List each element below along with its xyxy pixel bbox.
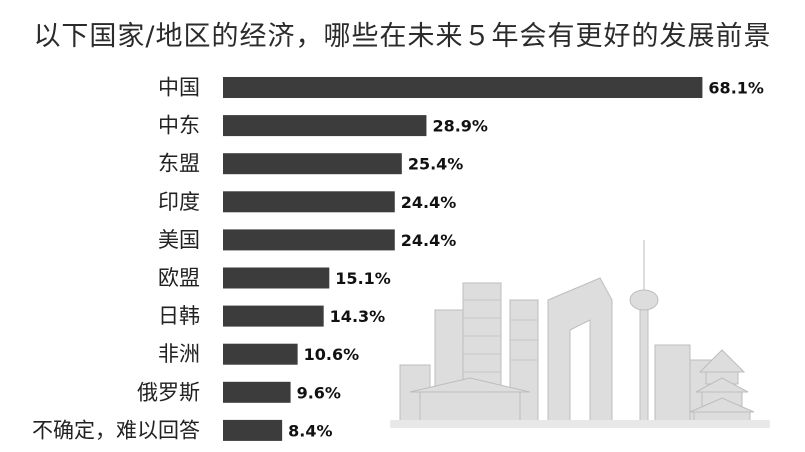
bar	[223, 305, 324, 327]
category-label: 中国	[158, 76, 200, 100]
value-label: 24.4%	[401, 193, 457, 212]
value-label: 15.1%	[335, 269, 391, 288]
bar	[223, 115, 427, 137]
bar	[223, 191, 395, 213]
bar	[223, 419, 283, 441]
value-label: 25.4%	[408, 155, 464, 174]
chart-title: 以下国家/地区的经济，哪些在未来５年会有更好的发展前景	[33, 21, 772, 52]
category-label: 中东	[158, 114, 200, 138]
bar	[223, 267, 330, 289]
value-label: 24.4%	[401, 231, 457, 250]
category-label: 美国	[158, 228, 200, 252]
bar	[223, 381, 291, 403]
category-label: 欧盟	[158, 266, 200, 290]
value-label: 9.6%	[297, 383, 341, 402]
value-label: 14.3%	[330, 307, 386, 326]
category-label: 东盟	[158, 152, 200, 176]
bar	[223, 153, 402, 175]
category-label: 不确定，难以回答	[32, 418, 200, 442]
bar	[223, 343, 298, 365]
category-label: 俄罗斯	[137, 380, 200, 404]
category-label: 非洲	[158, 342, 200, 366]
value-label: 10.6%	[304, 345, 360, 364]
category-label: 印度	[158, 190, 200, 214]
value-label: 28.9%	[432, 117, 488, 136]
bar	[223, 77, 703, 98]
bar	[223, 229, 395, 251]
value-label: 68.1%	[708, 79, 764, 98]
category-label: 日韩	[158, 304, 200, 328]
value-label: 8.4%	[288, 421, 332, 440]
